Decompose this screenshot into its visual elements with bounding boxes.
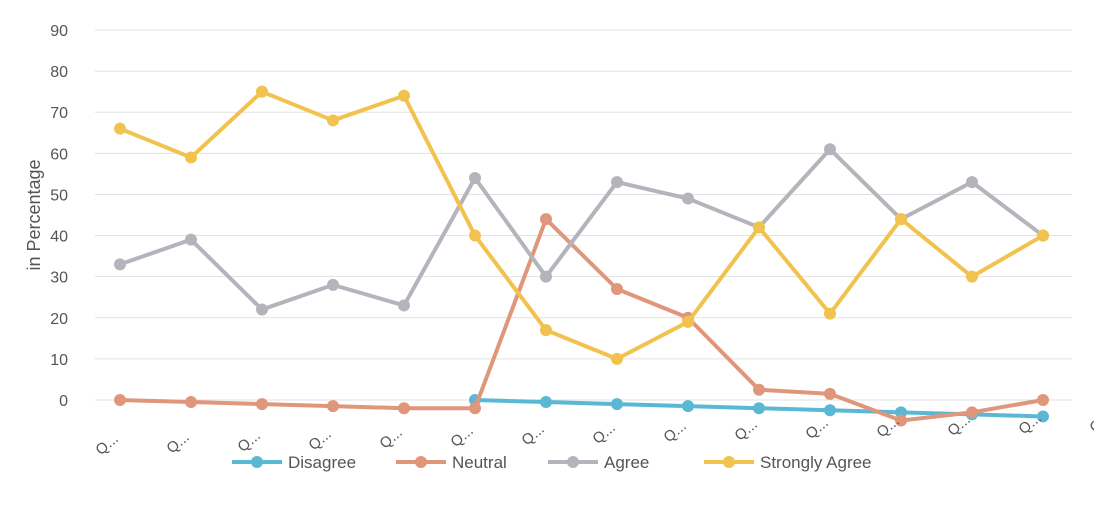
data-point xyxy=(185,396,197,409)
x-tick-label: Q... xyxy=(447,422,476,451)
series-line xyxy=(118,89,1045,361)
legend-label: Disagree xyxy=(288,453,356,472)
data-point xyxy=(114,258,126,271)
data-point xyxy=(966,176,978,189)
series-lines xyxy=(114,85,1049,427)
data-point xyxy=(753,221,765,234)
y-tick-label: 80 xyxy=(50,64,68,81)
legend: Disagree Neutral Agree Strongly Agree xyxy=(232,453,872,472)
x-tick-label: Q... xyxy=(518,421,547,450)
data-point xyxy=(611,398,623,411)
data-point xyxy=(540,213,552,226)
x-tick-label: Q... xyxy=(589,419,618,448)
series-neutral xyxy=(114,213,1049,427)
data-point xyxy=(1037,410,1049,423)
y-tick-label: 10 xyxy=(50,352,68,369)
data-point xyxy=(682,400,694,413)
data-point xyxy=(966,270,978,283)
legend-swatch-marker xyxy=(567,456,579,468)
data-point xyxy=(611,283,623,295)
data-point xyxy=(824,143,836,156)
legend-swatch-marker xyxy=(415,456,427,468)
x-tick-label: Q... xyxy=(305,425,334,454)
data-point xyxy=(256,85,268,98)
data-point xyxy=(824,307,836,320)
legend-swatch-marker xyxy=(723,456,735,468)
y-tick-label: 30 xyxy=(50,270,68,287)
y-tick-label: 20 xyxy=(50,311,68,328)
y-tick-label: 0 xyxy=(59,393,68,410)
data-point xyxy=(824,404,836,417)
data-point xyxy=(398,89,410,102)
x-tick-label: Q... xyxy=(731,416,760,445)
data-point xyxy=(469,402,481,415)
data-point xyxy=(895,406,907,419)
data-point xyxy=(611,352,623,365)
data-point xyxy=(185,151,197,164)
x-tick-label: Q... xyxy=(660,417,689,446)
data-point xyxy=(398,299,410,312)
data-point xyxy=(895,414,907,427)
data-point xyxy=(398,402,410,415)
legend-label: Neutral xyxy=(452,453,507,472)
data-point xyxy=(114,122,126,135)
data-point xyxy=(540,270,552,283)
x-tick-label: Q... xyxy=(234,427,263,456)
data-point xyxy=(1037,229,1049,242)
y-axis-label: in Percentage xyxy=(24,159,44,270)
data-point xyxy=(256,398,268,411)
data-point xyxy=(753,402,765,415)
data-point xyxy=(824,387,836,400)
x-tick-label: Q... xyxy=(1086,408,1094,437)
data-point xyxy=(114,394,126,406)
legend-label: Strongly Agree xyxy=(760,453,872,472)
data-point xyxy=(1037,394,1049,406)
y-tick-label: 90 xyxy=(50,23,68,40)
data-point xyxy=(469,172,481,184)
data-point xyxy=(895,213,907,226)
data-point xyxy=(469,229,481,242)
data-point xyxy=(682,192,694,205)
data-point xyxy=(753,383,765,396)
data-point xyxy=(327,278,339,291)
data-point xyxy=(327,400,339,413)
x-tick-label: Q... xyxy=(92,430,121,459)
x-tick-label: Q... xyxy=(802,414,831,443)
data-point xyxy=(611,176,623,189)
series-line xyxy=(118,217,1045,423)
y-tick-label: 60 xyxy=(50,146,68,163)
data-point xyxy=(682,315,694,328)
x-tick-label: Q... xyxy=(376,424,405,453)
y-tick-label: 70 xyxy=(50,105,68,122)
data-point xyxy=(966,406,978,419)
data-point xyxy=(540,324,552,337)
y-tick-label: 40 xyxy=(50,229,68,246)
y-axis-ticks: 0 10 20 30 40 50 60 70 80 90 xyxy=(50,23,68,410)
legend-swatch-marker xyxy=(251,456,263,468)
data-point xyxy=(185,233,197,246)
series-strongly-agree xyxy=(114,85,1049,365)
data-point xyxy=(540,396,552,409)
grid-lines xyxy=(95,29,1072,401)
series-agree xyxy=(114,143,1049,316)
x-tick-label: Q... xyxy=(163,429,192,458)
series-line xyxy=(118,147,1045,312)
data-point xyxy=(327,114,339,127)
y-tick-label: 50 xyxy=(50,187,68,204)
data-point xyxy=(256,303,268,316)
legend-label: Agree xyxy=(604,453,649,472)
